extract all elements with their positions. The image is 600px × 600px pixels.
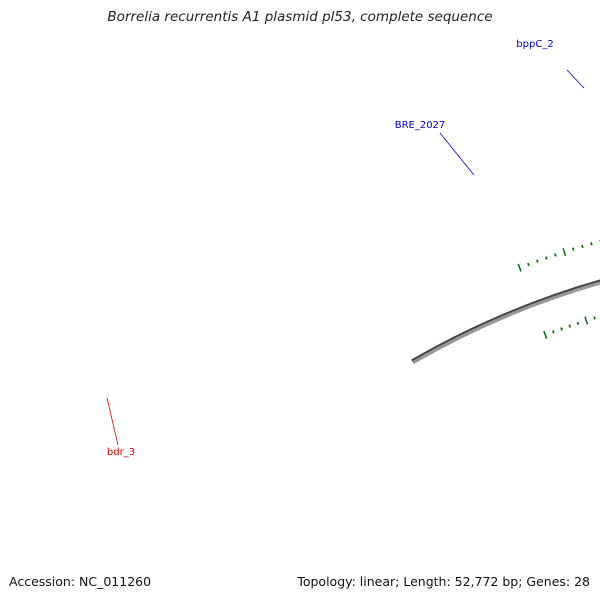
inner-tick-ring [543,316,596,339]
gene-bppc-2[interactable]: bppC_2 [516,39,600,274]
outer-tick-ring [517,239,600,272]
inner-major-tick [584,316,589,325]
genes: bppC_2 BRE_2027 bdr_3 [106,39,600,458]
outer-minor-tick [544,256,548,260]
gene-bre-2027[interactable]: BRE_2027 [395,120,600,255]
outer-minor-tick [581,244,584,249]
inner-minor-tick [568,324,572,328]
gene-leader-line [566,69,585,89]
gene-label: BRE_2027 [395,120,446,131]
gene-label: bdr_3 [107,447,135,458]
outer-major-tick [517,263,522,272]
inner-minor-tick [593,316,596,320]
outer-minor-tick [572,247,575,251]
outer-major-tick [562,247,567,257]
outer-minor-tick [527,262,530,267]
gene-leader-line [439,132,475,176]
backbone-shadow [411,279,600,364]
accession-label: Accession: NC_011260 [9,574,152,589]
outer-minor-tick [590,242,593,246]
inner-minor-tick [560,327,563,331]
summary-label: Topology: linear; Length: 52,772 bp; Gen… [297,574,590,589]
map-title: Borrelia recurrentis A1 plasmid pl53, co… [107,9,493,25]
plasmid-backbone [412,281,600,364]
gene-bdr-3[interactable]: bdr_3 [106,273,600,458]
outer-minor-tick [536,259,539,263]
outer-minor-tick [553,253,557,257]
inner-minor-tick [576,321,580,326]
gene-leader-line [106,397,119,446]
inner-major-tick [543,330,548,339]
gene-label: bppC_2 [516,39,553,50]
inner-minor-tick [552,330,555,334]
